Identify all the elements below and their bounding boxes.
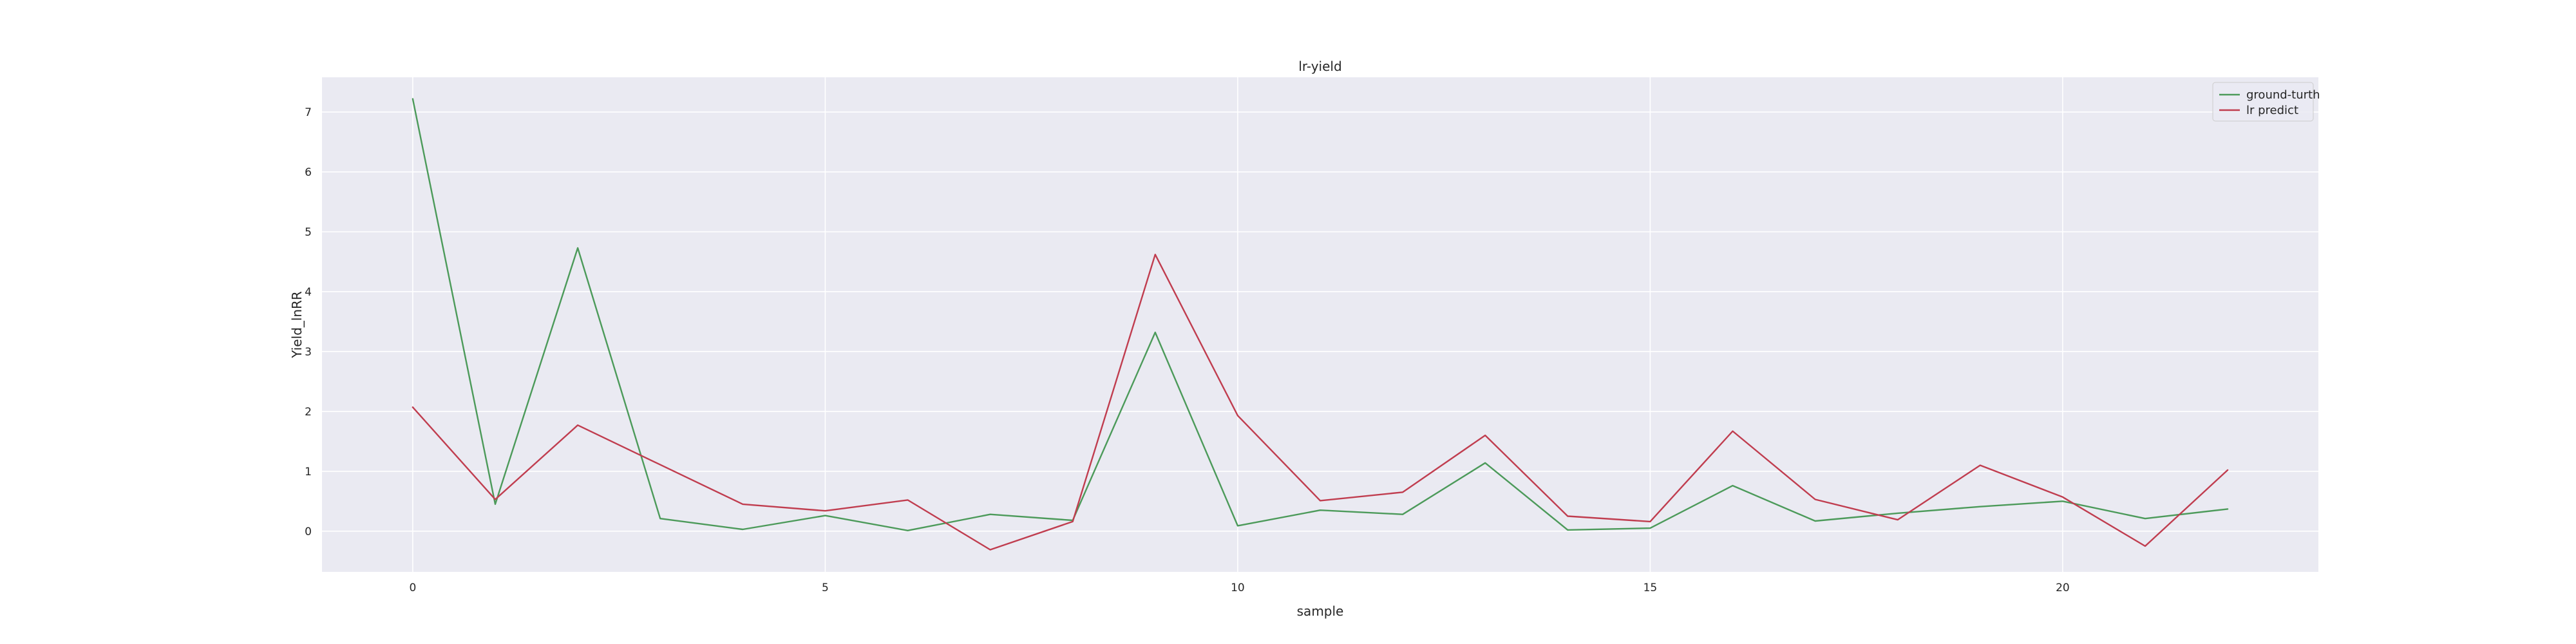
- chart-title: lr-yield: [1298, 59, 1341, 74]
- x-tick-label: 10: [1231, 582, 1245, 594]
- x-tick-label: 15: [1643, 582, 1658, 594]
- series-line-1: [412, 98, 2229, 531]
- x-tick-label: 5: [822, 582, 829, 594]
- legend-label: lr predict: [2246, 104, 2298, 117]
- y-tick-label: 7: [305, 106, 312, 119]
- tick-labels: 0 1 2 3 4 5 6 7 0 5 10 15 20: [305, 106, 2070, 594]
- y-tick-label: 0: [305, 526, 312, 538]
- series-layer: [412, 98, 2229, 551]
- plot-area: [322, 77, 2318, 572]
- y-tick-label: 5: [305, 226, 312, 239]
- x-tick-label: 20: [2056, 582, 2070, 594]
- y-tick-label: 1: [305, 466, 312, 478]
- y-tick-label: 3: [305, 346, 312, 359]
- x-tick-label: 0: [409, 582, 416, 594]
- y-axis-label: Yield_lnRR: [289, 291, 305, 359]
- grid-lines: [322, 77, 2318, 572]
- legend-box: [2212, 82, 2314, 122]
- series-line-2: [412, 254, 2229, 551]
- legend-label: ground-turth: [2246, 88, 2320, 102]
- y-tick-label: 6: [305, 166, 312, 179]
- y-tick-label: 4: [305, 286, 312, 299]
- x-axis-label: sample: [1297, 603, 1344, 619]
- legend: ground-turth lr predict: [2212, 82, 2320, 122]
- y-tick-label: 2: [305, 406, 312, 419]
